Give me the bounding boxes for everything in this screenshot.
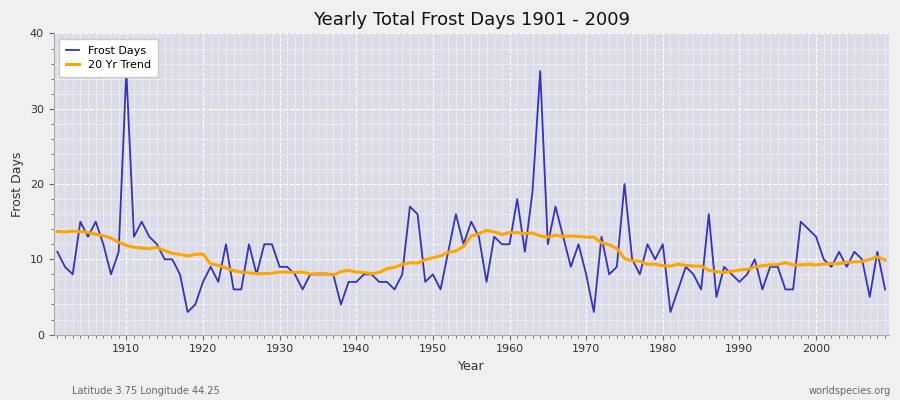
X-axis label: Year: Year — [458, 360, 484, 373]
20 Yr Trend — [52, 229, 63, 234]
20 Yr Trend — [336, 269, 346, 274]
Line: 20 Yr Trend: 20 Yr Trend — [58, 230, 885, 275]
20 Yr Trend — [282, 270, 292, 274]
Frost Days — [879, 287, 890, 292]
Frost Days — [512, 197, 523, 202]
Line: Frost Days: Frost Days — [58, 71, 885, 312]
Title: Yearly Total Frost Days 1901 - 2009: Yearly Total Frost Days 1901 - 2009 — [312, 11, 630, 29]
Frost Days — [297, 287, 308, 292]
20 Yr Trend — [482, 228, 492, 233]
20 Yr Trend — [879, 258, 890, 262]
Frost Days — [611, 264, 622, 269]
20 Yr Trend — [328, 273, 338, 278]
Text: Latitude 3.75 Longitude 44.25: Latitude 3.75 Longitude 44.25 — [72, 386, 220, 396]
20 Yr Trend — [113, 240, 124, 244]
Frost Days — [519, 249, 530, 254]
Legend: Frost Days, 20 Yr Trend: Frost Days, 20 Yr Trend — [59, 39, 158, 77]
Frost Days — [121, 69, 131, 74]
Frost Days — [52, 249, 63, 254]
20 Yr Trend — [512, 230, 523, 235]
20 Yr Trend — [519, 231, 530, 236]
Frost Days — [343, 280, 354, 284]
Text: worldspecies.org: worldspecies.org — [809, 386, 891, 396]
Frost Days — [182, 310, 193, 314]
Frost Days — [113, 249, 124, 254]
20 Yr Trend — [611, 246, 622, 251]
Y-axis label: Frost Days: Frost Days — [11, 151, 24, 217]
